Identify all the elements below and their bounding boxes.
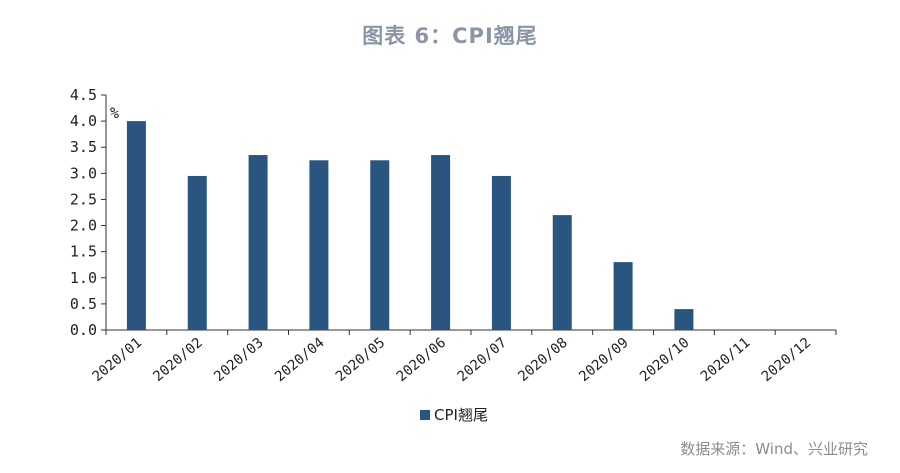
bar-2020-04 [309,160,329,330]
y-tick-label: 4.5 [70,86,97,104]
x-tick-label: 2020/01 [89,335,144,385]
x-tick-labels: 2020/01 2020/02 2020/03 2020/04 2020/05 2020/… [89,335,814,385]
chart-title: 图表 6：CPI翘尾 [362,24,538,48]
y-tick-label: 3.5 [70,138,97,156]
x-tick-label: 2020/12 [759,335,814,385]
bar-2020-03 [248,155,268,330]
x-tick-label: 2020/02 [150,335,205,385]
bar-2020-09 [613,262,633,330]
bar-2020-08 [552,215,572,330]
x-tick-label: 2020/08 [515,335,570,385]
x-tick-label: 2020/06 [394,335,449,385]
bars [126,121,694,330]
y-tick-label: 3.0 [70,164,97,182]
x-tick-label: 2020/09 [576,335,631,385]
axes [101,94,837,335]
x-tick-label: 2020/10 [637,335,692,385]
y-tick-label: 1.5 [70,243,97,261]
y-tick-label: 0.5 [70,295,97,313]
legend: CPI翘尾 [420,406,488,424]
bar-2020-01 [126,121,146,330]
legend-swatch [420,410,430,420]
x-tick-label: 2020/03 [211,335,266,385]
y-tick-label: 0.0 [70,321,97,339]
y-tick-label: 1.0 [70,269,97,287]
y-tick-label: 2.5 [70,190,97,208]
x-tick-label: 2020/07 [454,335,509,385]
bar-2020-05 [370,160,390,330]
x-tick-label: 2020/05 [333,335,388,385]
bar-2020-02 [187,175,207,330]
y-tick-label: 2.0 [70,217,97,235]
y-tick-labels: 0.0 0.5 1.0 1.5 2.0 2.5 3.0 3.5 4.0 4.5 [70,86,97,339]
y-tick-label: 4.0 [70,112,97,130]
x-tick-label: 2020/11 [698,335,753,385]
bar-2020-06 [431,155,451,330]
x-tick-label: 2020/04 [272,335,327,385]
bar-2020-10 [674,309,694,330]
source-note: 数据来源：Wind、兴业研究 [680,440,868,458]
legend-label: CPI翘尾 [434,406,488,424]
y-unit-label: % [110,104,119,122]
bar-2020-07 [491,175,511,330]
